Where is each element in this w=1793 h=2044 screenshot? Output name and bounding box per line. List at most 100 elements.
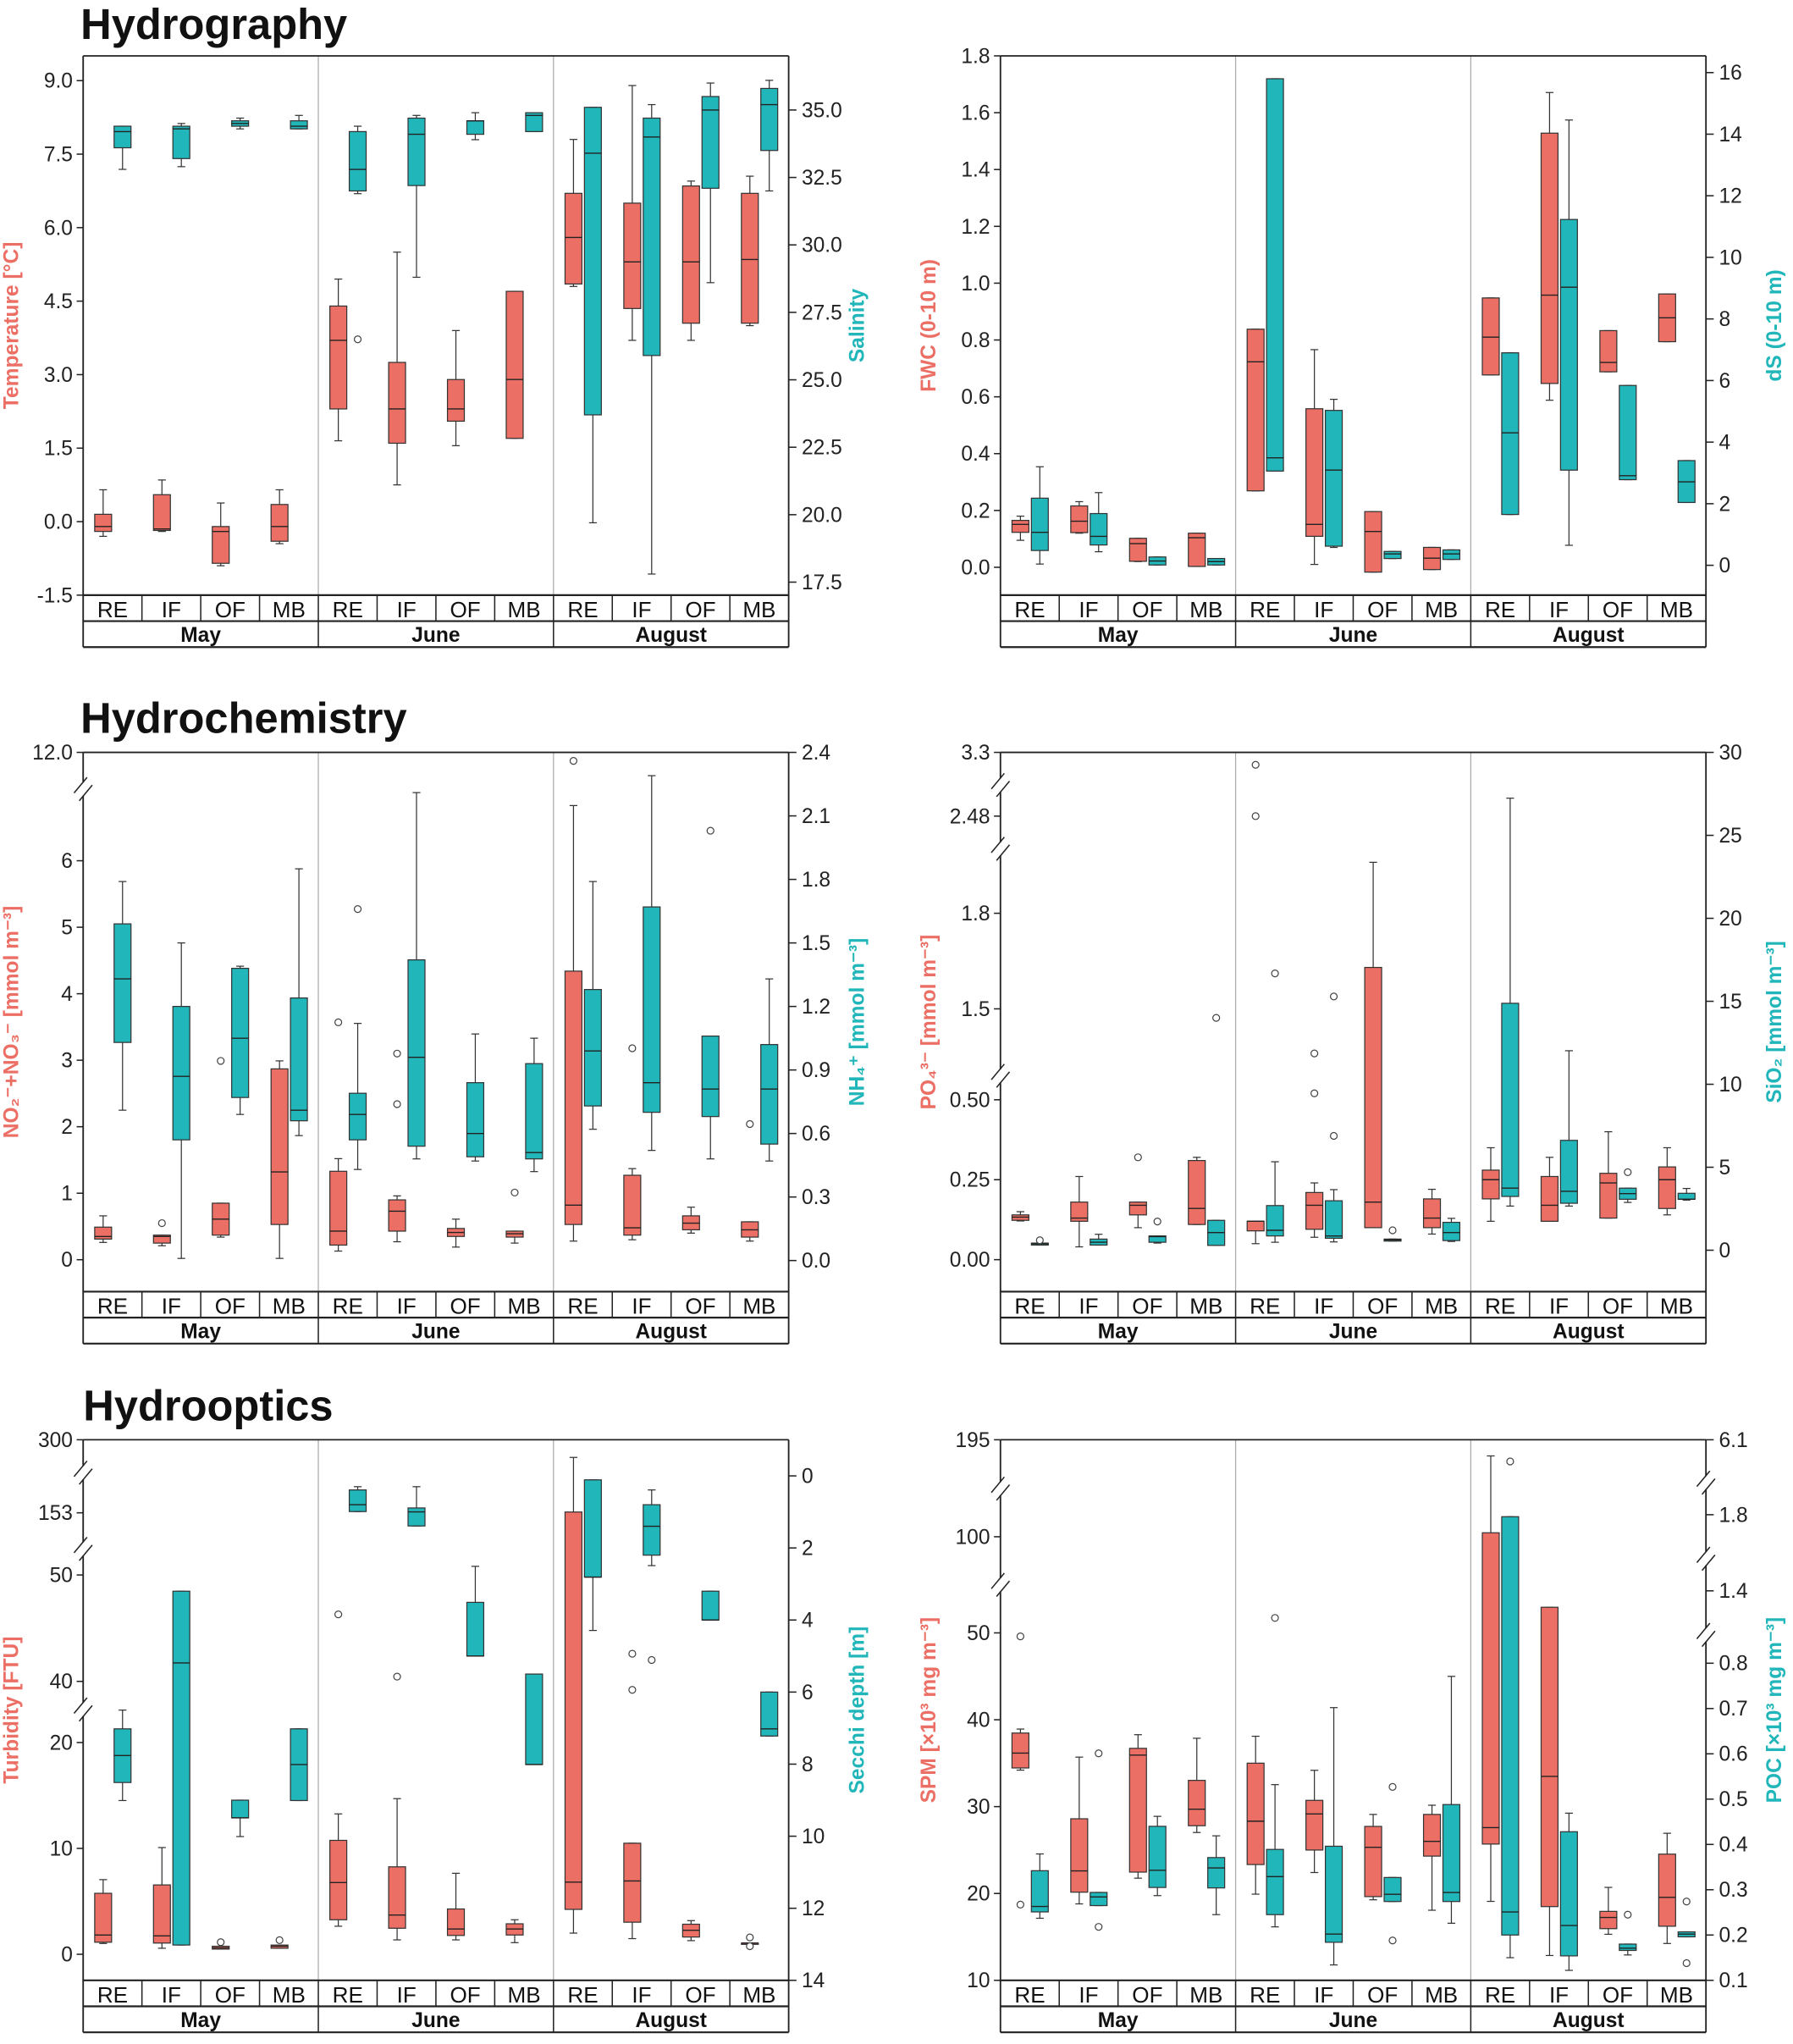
right-tick-label: 0: [1719, 1240, 1731, 1262]
axis-break-icon: [79, 1468, 93, 1485]
outlier-point: [1251, 760, 1260, 769]
left-tick-label: 30: [967, 1796, 990, 1819]
site-label: IF: [632, 1294, 651, 1319]
box-iqr: [348, 1092, 367, 1141]
outlier-point: [1682, 1898, 1691, 1906]
box-no2-no3-10: [681, 1207, 700, 1234]
outlier-point: [1388, 1936, 1397, 1945]
box-turbidity-1: [152, 1847, 171, 1949]
box-salinity-3: [290, 114, 308, 130]
outlier-point: [353, 904, 362, 914]
outlier-point: [1095, 1923, 1103, 1931]
box-poc-5: [1324, 1707, 1343, 1966]
month-label: August: [635, 624, 707, 647]
outlier-point: [746, 1942, 754, 1951]
box-po4-1: [1070, 1175, 1089, 1248]
box-iqr: [1540, 1175, 1559, 1222]
site-label: MB: [508, 597, 541, 622]
box-temperature-3: [270, 489, 289, 544]
box-secchi-depth-4: [348, 1486, 367, 1512]
box-nh4-4: [348, 904, 367, 1170]
left-tick-label: 4.5: [44, 290, 73, 313]
outlier-point: [1095, 1749, 1103, 1758]
month-label: August: [1553, 1321, 1625, 1344]
axis-break-gap: [995, 842, 1006, 856]
box-iqr: [1540, 1606, 1559, 1908]
box-salinity-5: [407, 114, 426, 279]
month-label: May: [1098, 1321, 1139, 1344]
box-nh4-2: [231, 965, 250, 1115]
right-tick-label: 0.6: [1719, 1743, 1748, 1766]
box-iqr: [564, 1511, 583, 1910]
box-sio2-2: [1148, 1218, 1167, 1244]
box-iqr: [152, 1884, 171, 1944]
month-label: August: [1553, 2009, 1625, 2032]
axis-break-icon: [996, 844, 1011, 861]
outlier-point: [1506, 1457, 1514, 1466]
right-tick-label: 0.5: [1719, 1788, 1748, 1811]
site-label: MB: [273, 1982, 306, 2008]
right-tick-label: 10: [1719, 1074, 1742, 1097]
month-label: June: [411, 1321, 460, 1344]
box-iqr: [564, 192, 583, 285]
site-label: IF: [1549, 1982, 1569, 2008]
box-iqr: [1540, 132, 1559, 384]
left-tick-label: 0: [61, 1249, 73, 1272]
box-iqr: [1619, 384, 1637, 481]
box-iqr: [1677, 1192, 1696, 1200]
box-temperature-7: [505, 290, 524, 439]
site-label: OF: [215, 1294, 246, 1319]
site-label: OF: [1603, 1982, 1633, 2008]
axis-break-gap: [78, 1703, 89, 1716]
outlier-point: [393, 1100, 401, 1108]
axis-break-icon: [996, 1484, 1011, 1501]
axis-break-icon: [79, 1544, 93, 1561]
box-iqr: [643, 117, 661, 356]
left-tick-label: 153: [38, 1502, 73, 1525]
axis-break-icon: [73, 1460, 88, 1478]
site-label: IF: [162, 597, 181, 622]
box-nh4-7: [525, 1037, 543, 1173]
right-tick-label: 2: [802, 1538, 814, 1561]
box-no2-no3-5: [388, 1049, 406, 1243]
site-label: MB: [742, 1294, 775, 1319]
outlier-point: [1035, 1236, 1044, 1245]
box-sio2-8: [1501, 798, 1520, 1207]
right-tick-label: 20.0: [802, 504, 842, 527]
box-iqr: [407, 959, 426, 1147]
right-tick-label: 1.2: [802, 996, 830, 1019]
box-poc-4: [1266, 1614, 1284, 1928]
outlier-point: [393, 1049, 401, 1058]
box-po4-9: [1540, 1157, 1559, 1222]
right-axis-title: SiO₂ [mmol m⁻³]: [1763, 941, 1786, 1103]
box-iqr: [1619, 1943, 1637, 1952]
right-tick-label: 2.4: [802, 742, 830, 765]
box-nh4-3: [290, 868, 308, 1136]
site-label: RE: [1250, 1294, 1280, 1319]
right-tick-label: 0.3: [1719, 1879, 1748, 1902]
left-tick-label: 195: [956, 1429, 990, 1452]
box-iqr: [564, 970, 583, 1225]
box-no2-no3-3: [270, 1060, 289, 1259]
box-temperature-8: [564, 139, 583, 287]
box-iqr: [1188, 1780, 1206, 1826]
left-tick-label: -1.5: [37, 584, 73, 607]
axis-break-gap: [78, 1542, 89, 1555]
box-iqr: [1442, 1221, 1461, 1241]
box-secchi-depth-6: [466, 1566, 485, 1657]
box-iqr: [505, 290, 524, 439]
box-iqr: [1364, 1826, 1382, 1898]
outlier-point: [217, 1938, 225, 1947]
box-poc-10: [1619, 1910, 1637, 1956]
box-iqr: [1559, 1831, 1578, 1957]
box-po4-2: [1128, 1153, 1147, 1229]
outlier-point: [217, 1057, 225, 1065]
box-iqr: [701, 1590, 720, 1621]
box-iqr: [388, 1199, 406, 1232]
axis-break-icon: [1701, 1478, 1716, 1495]
right-tick-label: 15: [1719, 991, 1742, 1014]
box-turbidity-5: [388, 1672, 406, 1941]
left-axis-title: SPM [×10³ mg m⁻³]: [918, 1617, 941, 1804]
box-iqr: [1559, 218, 1578, 471]
left-tick-label: 40: [967, 1709, 990, 1732]
